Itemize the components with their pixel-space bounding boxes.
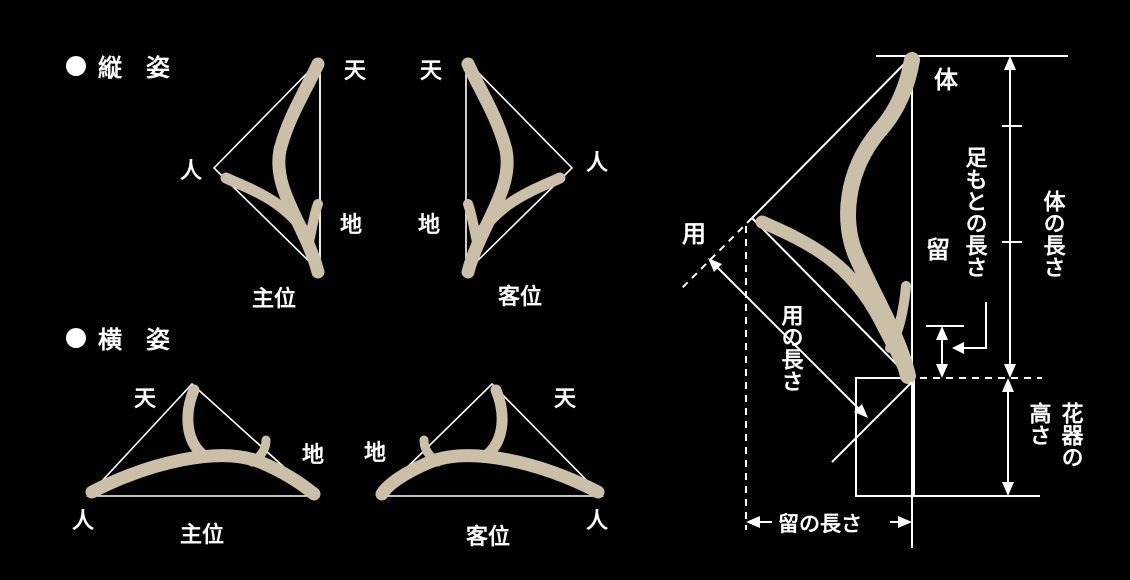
arrow-upleft-icon <box>708 258 722 272</box>
branch-upper <box>182 384 208 460</box>
branch-main <box>85 449 321 501</box>
vertical-heading-text: 縦 姿 <box>98 54 170 82</box>
side-lower <box>751 217 913 381</box>
vertical-kyakui-figure: 天 人 地 客位 <box>418 57 608 310</box>
horizontal-heading: 横 姿 <box>66 326 170 354</box>
vase-box <box>855 377 915 497</box>
label-tome: 留 <box>926 236 950 264</box>
label-chi: 地 <box>302 443 324 468</box>
branch-main <box>375 449 605 501</box>
arrow-down-icon <box>936 364 948 378</box>
arrow-down-icon <box>1004 364 1016 378</box>
triangle-outline <box>86 382 319 497</box>
label-ten: 天 <box>134 387 157 412</box>
label-ten: 天 <box>554 387 577 412</box>
label-vase-height-b: 高さ <box>1026 401 1052 446</box>
label-hito: 人 <box>586 509 608 534</box>
label-chi: 地 <box>364 441 386 466</box>
branch-side <box>472 172 566 242</box>
label-shui: 主位 <box>180 522 224 548</box>
label-you-length: 用の長さ <box>778 304 804 392</box>
label-tai-length: 体の長さ <box>1040 190 1066 278</box>
triangle-outline <box>376 382 604 497</box>
horizontal-shui-figure: 天 地 人 主位 <box>72 382 324 548</box>
label-kyakui: 客位 <box>498 284 542 310</box>
bullet-icon <box>66 328 86 348</box>
label-hito: 人 <box>586 151 608 176</box>
branch-short <box>303 199 323 251</box>
label-tai: 体 <box>934 66 959 94</box>
label-shui: 主位 <box>252 286 296 312</box>
bullet-icon <box>66 56 86 76</box>
arrow-down-icon <box>1002 482 1014 496</box>
arrow-up-icon <box>1002 378 1014 392</box>
label-ashimoto-length: 足もとの長さ <box>962 146 988 278</box>
side-upper <box>751 55 913 219</box>
ashimoto-leader <box>956 302 987 349</box>
triangle-outline <box>465 58 574 274</box>
label-chi: 地 <box>418 213 440 238</box>
label-ten: 天 <box>420 59 443 84</box>
arrow-downright-icon <box>854 404 868 418</box>
label-you: 用 <box>682 220 706 248</box>
branch-side <box>220 172 314 242</box>
branch-you <box>755 215 913 379</box>
tome-length-label-bg <box>772 510 890 536</box>
branch-short <box>247 435 271 467</box>
arrow-up-icon <box>936 326 948 340</box>
label-ten: 天 <box>344 59 367 84</box>
horizontal-heading-text: 横 姿 <box>98 326 170 354</box>
perpendicular-line <box>831 381 913 463</box>
branch-tome <box>885 281 911 353</box>
branch-short <box>463 199 483 251</box>
side-extension <box>679 217 753 291</box>
you-length-line <box>711 261 865 415</box>
label-chi: 地 <box>340 213 362 238</box>
branch-upper <box>482 384 508 460</box>
label-hito: 人 <box>72 509 94 534</box>
horizontal-kyakui-figure: 天 地 人 客位 <box>364 382 608 550</box>
label-kyakui: 客位 <box>466 524 510 550</box>
vertical-heading: 縦 姿 <box>66 54 170 82</box>
vertical-shui-figure: 天 人 地 主位 <box>180 57 367 312</box>
arrow-up-icon <box>1004 56 1016 70</box>
dimension-diagram: 体 用 留 体の長さ 足もとの長さ 用の長さ 花器の 高さ 留の長さ <box>679 52 1085 548</box>
arrow-left-icon <box>952 342 964 354</box>
branch-short <box>419 435 443 467</box>
label-hito: 人 <box>180 159 202 184</box>
label-vase-height-a: 花器の <box>1058 401 1085 468</box>
arrow-left-icon <box>746 516 760 528</box>
arrow-right-icon <box>898 516 912 528</box>
label-tome-length: 留の長さ <box>778 512 862 536</box>
